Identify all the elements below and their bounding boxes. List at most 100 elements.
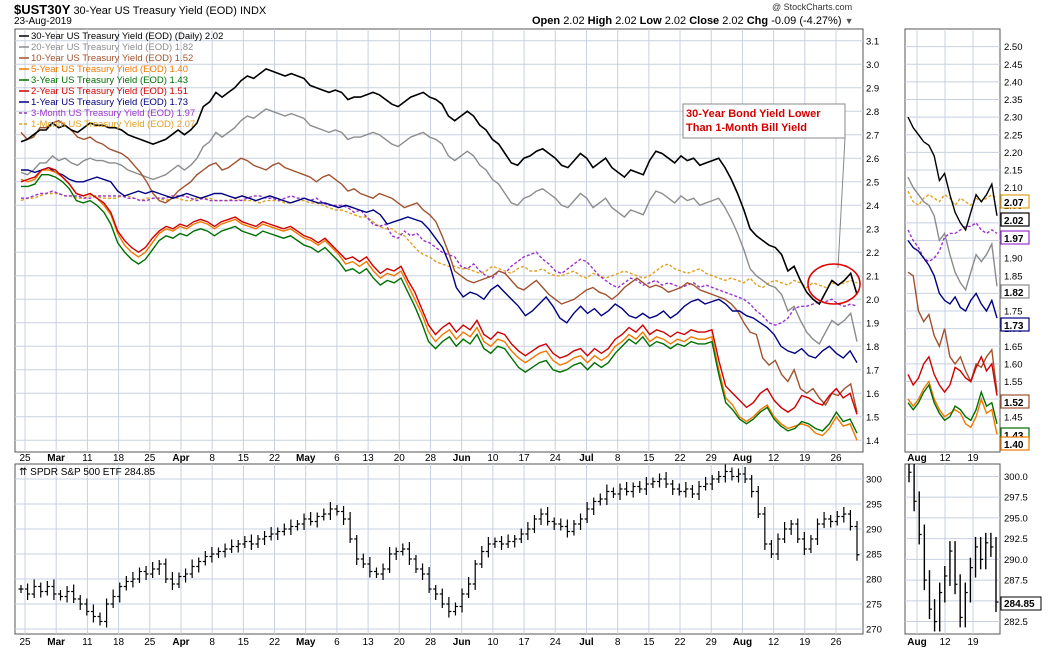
- x-tick-label: 6: [334, 453, 340, 464]
- x-tick-label: Mar: [47, 453, 65, 464]
- series-line-y2: [20, 166, 858, 415]
- zoom-y-tick-label: 1.85: [1004, 271, 1023, 282]
- legend-item-y3: 3-Year US Treasury Yield (EOD) 1.43: [31, 75, 188, 86]
- annotation-box: [682, 103, 846, 139]
- spy-x-tick-label: 22: [674, 637, 686, 648]
- chart-date: 23-Aug-2019: [14, 16, 72, 27]
- spy-x-tick-label: 15: [238, 637, 250, 648]
- x-tick-label: 12: [768, 453, 780, 464]
- series-line-y30: [20, 67, 858, 306]
- x-tick-label: Jul: [579, 453, 594, 464]
- last-value-badge: [1000, 212, 1030, 227]
- yield-y-tick-label: 2.7: [866, 130, 879, 141]
- spy-last-label: 284.85: [1004, 599, 1035, 610]
- legend-item-y5: 5-Year US Treasury Yield (EOD) 1.40: [31, 64, 188, 75]
- x-tick-label: 26: [830, 453, 842, 464]
- series-line-y3: [21, 173, 858, 434]
- yield-y-tick-label: 2.4: [866, 201, 879, 212]
- chg-value: -0.09 (-4.27%): [771, 15, 842, 27]
- x-tick-label: 15: [238, 453, 250, 464]
- yield-y-tick-label: 1.8: [866, 342, 879, 353]
- zoom-spy-y-tick-label: 297.5: [1004, 493, 1028, 504]
- spy-x-tick-label: 20: [394, 637, 406, 648]
- legend-item-y1: 1-Year US Treasury Yield (EOD) 1.73: [31, 97, 188, 108]
- zoom-spy-y-tick-label: 300.0: [1004, 472, 1028, 483]
- zoom-y-tick-label: 2.25: [1004, 130, 1023, 141]
- yield-y-tick-label: 1.9: [866, 318, 879, 329]
- zoom-series-line-y3: [907, 383, 998, 424]
- zoom-y-tick-label: 2.20: [1004, 148, 1023, 159]
- spy-x-tick-label: 13: [363, 637, 375, 648]
- yield-y-tick-label: 1.7: [866, 365, 879, 376]
- yield-y-tick-label: 2.5: [866, 177, 879, 188]
- legend-item-y30: 30-Year US Treasury Yield (EOD) (Daily) …: [31, 31, 223, 42]
- x-tick-label: 19: [799, 453, 811, 464]
- yield-y-tick-label: 1.5: [866, 412, 879, 423]
- zoom-series-line-y1: [907, 240, 998, 319]
- zoom-spy-y-tick-label: 295.0: [1004, 513, 1028, 524]
- legend-item-m3: 3-Month US Treasury Yield (EOD) 1.97: [31, 108, 195, 119]
- spy-y-tick-label: 275: [866, 600, 882, 611]
- zoom-series-line-y10: [907, 271, 998, 393]
- legend-item-m1: 1-Month US Treasury Yield (EOD) 2.07: [31, 119, 195, 130]
- chart-header-left: $UST30Y 30-Year US Treasury Yield (EOD) …: [14, 2, 266, 17]
- legend-item-y2: 2-Year US Treasury Yield (EOD) 1.51: [31, 86, 188, 97]
- spy-x-tick-label: 24: [550, 637, 562, 648]
- zoom-x-tick-label: 19: [967, 453, 979, 464]
- zoom-series-line-y2: [907, 355, 998, 396]
- exchange: INDX: [239, 5, 267, 17]
- yield-y-tick-label: 2.8: [866, 107, 879, 118]
- annotation-pointer: [837, 137, 846, 269]
- x-tick-label: 11: [82, 453, 93, 464]
- spy-x-tick-label: 12: [768, 637, 780, 648]
- ohlc-readout: Open 2.02 High 2.02 Low 2.02 Close 2.02 …: [532, 15, 853, 27]
- x-tick-label: 8: [209, 453, 215, 464]
- legend-item-y20: 20-Year US Treasury Yield (EOD) 1.82: [31, 42, 193, 53]
- series-line-y1: [21, 166, 858, 364]
- spy-x-tick-label: 25: [19, 637, 31, 648]
- last-value-badge: [1000, 436, 1030, 451]
- spy-x-tick-label: Aug: [733, 637, 752, 648]
- x-tick-label: 17: [519, 453, 531, 464]
- x-tick-label: 20: [394, 453, 406, 464]
- spy-y-tick-label: 280: [866, 575, 882, 586]
- last-value-badge: [1000, 194, 1030, 209]
- zoom-y-tick-label: 1.75: [1004, 307, 1023, 318]
- spy-y-tick-label: 290: [866, 525, 882, 536]
- dropdown-arrow-icon[interactable]: ▼: [844, 16, 854, 26]
- open-label: Open: [532, 15, 561, 27]
- zoom-x-tick-label: Aug: [907, 453, 926, 464]
- spy-x-tick-label: 17: [519, 637, 531, 648]
- close-value: 2.02: [722, 15, 744, 27]
- zoom-y-tick-label: 2.50: [1004, 42, 1023, 53]
- spy-x-tick-label: 29: [706, 637, 718, 648]
- x-tick-label: Aug: [733, 453, 752, 464]
- spy-x-tick-label: Jun: [453, 637, 471, 648]
- zoom-spy-x-tick-label: Aug: [907, 637, 926, 648]
- series-line-y5: [20, 169, 858, 441]
- x-tick-label: 15: [643, 453, 655, 464]
- spy-x-tick-label: Jul: [579, 637, 594, 648]
- spy-y-tick-label: 270: [866, 625, 882, 636]
- spy-x-tick-label: 6: [334, 637, 340, 648]
- zoom-spy-panel: [904, 463, 1001, 635]
- x-tick-label: 10: [487, 453, 499, 464]
- zoom-series-line-y30: [907, 116, 998, 232]
- series-name: 30-Year US Treasury Yield (EOD): [73, 5, 237, 17]
- zoom-spy-y-tick-label: 290.0: [1004, 555, 1028, 566]
- series-line-m3: [21, 190, 858, 326]
- spy-x-tick-label: 11: [82, 637, 93, 648]
- x-tick-label: Jun: [453, 453, 471, 464]
- low-label: Low: [639, 15, 662, 27]
- x-tick-label: 28: [425, 453, 437, 464]
- last-value-label-y10: 1.52: [1004, 398, 1024, 409]
- yield-y-tick-label: 1.4: [866, 436, 879, 447]
- yield-y-tick-label: 1.6: [866, 389, 879, 400]
- zoom-y-tick-label: 1.55: [1004, 377, 1023, 388]
- spy-x-tick-label: 8: [615, 637, 621, 648]
- last-value-badge: [1000, 284, 1030, 299]
- close-label: Close: [689, 15, 720, 27]
- spy-x-tick-label: 26: [830, 637, 842, 648]
- x-tick-label: Apr: [172, 453, 189, 464]
